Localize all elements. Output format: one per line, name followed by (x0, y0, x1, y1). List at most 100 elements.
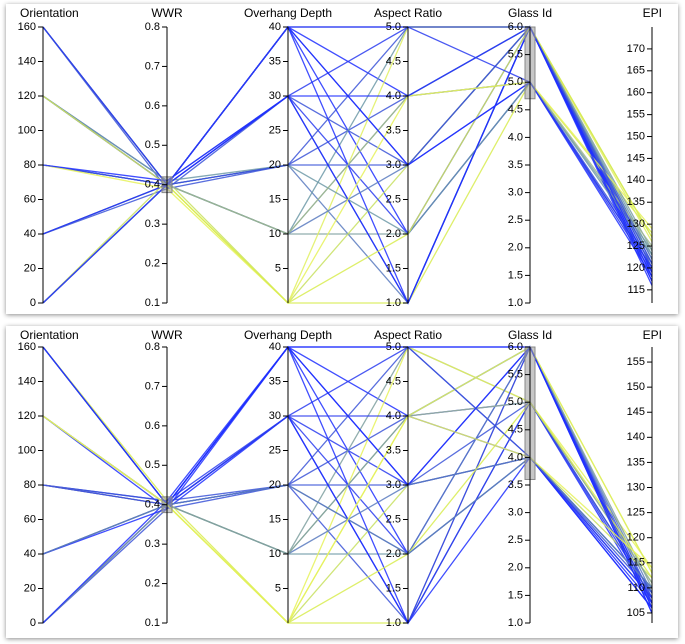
data-line (42, 415, 653, 625)
tick-label: 30 (269, 90, 281, 102)
tick-label: 0.1 (145, 617, 160, 629)
tick-label: 0.2 (145, 257, 160, 269)
tick-label: 15 (269, 193, 281, 205)
tick-label: 5 (275, 262, 281, 274)
tick-label: 0 (30, 297, 36, 309)
tick-label: 120 (627, 262, 645, 274)
tick-label: 35 (269, 55, 281, 67)
tick-label: 4.0 (386, 410, 401, 422)
tick-label: 1.5 (508, 589, 523, 601)
tick-label: 5.0 (386, 21, 401, 33)
tick-label: 10 (269, 228, 281, 240)
data-line (42, 415, 653, 599)
lines-layer (42, 345, 653, 625)
tick-label: 0 (30, 617, 36, 629)
tick-label: 40 (24, 548, 36, 560)
tick-label: 1.5 (386, 582, 401, 594)
axis-title: Orientation (20, 328, 79, 342)
tick-label: 165 (627, 65, 645, 77)
tick-label: 130 (627, 481, 645, 493)
tick-label: 0.4 (145, 499, 160, 511)
tick-label: 1.5 (386, 262, 401, 274)
lines-layer (42, 25, 653, 305)
tick-label: 170 (627, 43, 645, 55)
tick-label: 0.5 (145, 459, 160, 471)
tick-label: 4.0 (386, 90, 401, 102)
tick-label: 1.0 (508, 617, 523, 629)
tick-label: 1.0 (386, 297, 401, 309)
tick-label: 140 (18, 55, 36, 67)
tick-label: 2.5 (508, 214, 523, 226)
tick-label: 160 (18, 341, 36, 353)
tick-label: 3.5 (508, 159, 523, 171)
tick-label: 140 (627, 431, 645, 443)
tick-label: 4.5 (508, 104, 523, 116)
axis-title: WWR (151, 328, 183, 342)
tick-label: 135 (627, 196, 645, 208)
tick-label: 40 (269, 341, 281, 353)
tick-label: 0.2 (145, 577, 160, 589)
tick-label: 1.0 (386, 617, 401, 629)
tick-label: 145 (627, 152, 645, 164)
axis-title: Aspect Ratio (374, 6, 442, 20)
tick-label: 2.0 (386, 548, 401, 560)
axis-title: EPI (643, 6, 662, 20)
tick-label: 35 (269, 375, 281, 387)
tick-label: 4.5 (508, 424, 523, 436)
tick-label: 3.5 (386, 444, 401, 456)
tick-label: 20 (24, 582, 36, 594)
tick-label: 4.0 (508, 131, 523, 143)
tick-label: 4.0 (508, 451, 523, 463)
tick-label: 10 (269, 548, 281, 560)
tick-label: 3.5 (386, 124, 401, 136)
axis-title: Overhang Depth (244, 6, 332, 20)
tick-label: 0.1 (145, 297, 160, 309)
tick-label: 20 (269, 479, 281, 491)
axis-title: Glass Id (508, 328, 552, 342)
data-line (42, 81, 653, 305)
tick-label: 155 (627, 356, 645, 368)
tick-label: 115 (627, 557, 645, 569)
tick-label: 5.5 (508, 369, 523, 381)
tick-label: 20 (24, 262, 36, 274)
tick-label: 145 (627, 406, 645, 418)
tick-label: 160 (627, 87, 645, 99)
tick-label: 0.7 (145, 380, 160, 392)
tick-label: 1.0 (508, 297, 523, 309)
tick-label: 25 (269, 124, 281, 136)
tick-label: 120 (18, 90, 36, 102)
tick-label: 115 (627, 284, 645, 296)
tick-label: 0.3 (145, 538, 160, 550)
tick-label: 60 (24, 193, 36, 205)
axis-title: Overhang Depth (244, 328, 332, 342)
tick-label: 155 (627, 109, 645, 121)
tick-label: 30 (269, 410, 281, 422)
tick-label: 0.3 (145, 218, 160, 230)
tick-label: 120 (627, 532, 645, 544)
data-line (42, 26, 653, 282)
tick-label: 3.5 (508, 479, 523, 491)
axis-title: EPI (643, 328, 662, 342)
axis-title: Orientation (20, 6, 79, 20)
tick-label: 40 (24, 228, 36, 240)
tick-label: 2.5 (386, 193, 401, 205)
tick-label: 40 (269, 21, 281, 33)
tick-label: 2.5 (508, 534, 523, 546)
tick-label: 15 (269, 513, 281, 525)
tick-label: 4.5 (386, 55, 401, 67)
tick-label: 3.0 (386, 159, 401, 171)
data-line (42, 25, 653, 304)
tick-label: 0.8 (145, 341, 160, 353)
axis-title: Glass Id (508, 6, 552, 20)
panel-background (6, 326, 678, 638)
tick-label: 5.0 (508, 76, 523, 88)
tick-label: 4.5 (386, 375, 401, 387)
tick-label: 160 (18, 21, 36, 33)
tick-label: 5.5 (508, 49, 523, 61)
data-line (42, 346, 653, 624)
tick-label: 5.0 (508, 396, 523, 408)
tick-label: 100 (18, 124, 36, 136)
tick-label: 20 (269, 159, 281, 171)
tick-label: 0.6 (145, 100, 160, 112)
